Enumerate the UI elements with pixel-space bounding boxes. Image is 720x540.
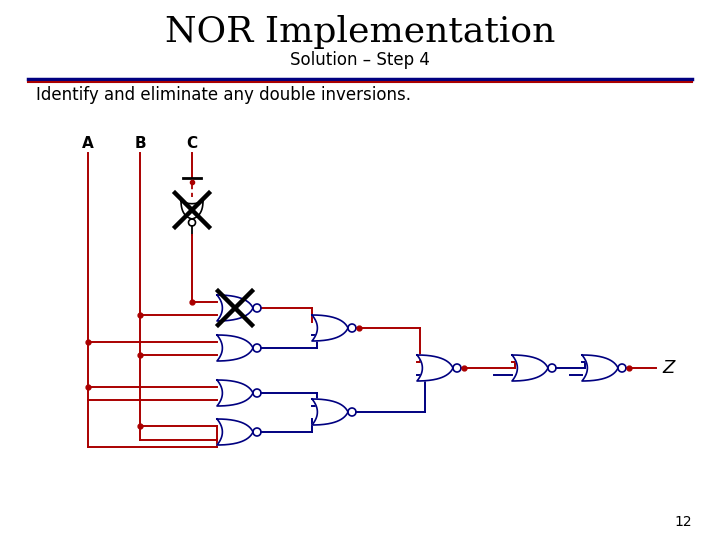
Polygon shape: [512, 355, 548, 381]
Text: 12: 12: [675, 515, 692, 529]
Polygon shape: [582, 355, 618, 381]
Text: B: B: [134, 136, 146, 151]
Text: A: A: [82, 136, 94, 151]
Polygon shape: [217, 419, 253, 445]
Text: NOR Implementation: NOR Implementation: [165, 15, 555, 49]
Polygon shape: [312, 399, 348, 425]
Polygon shape: [217, 335, 253, 361]
Polygon shape: [217, 295, 253, 321]
Text: C: C: [186, 136, 197, 151]
Polygon shape: [217, 380, 253, 406]
Text: Z: Z: [662, 359, 675, 377]
Text: Solution – Step 4: Solution – Step 4: [290, 51, 430, 69]
Polygon shape: [181, 201, 203, 219]
Text: Identify and eliminate any double inversions.: Identify and eliminate any double invers…: [36, 86, 411, 104]
Polygon shape: [312, 315, 348, 341]
Polygon shape: [417, 355, 453, 381]
